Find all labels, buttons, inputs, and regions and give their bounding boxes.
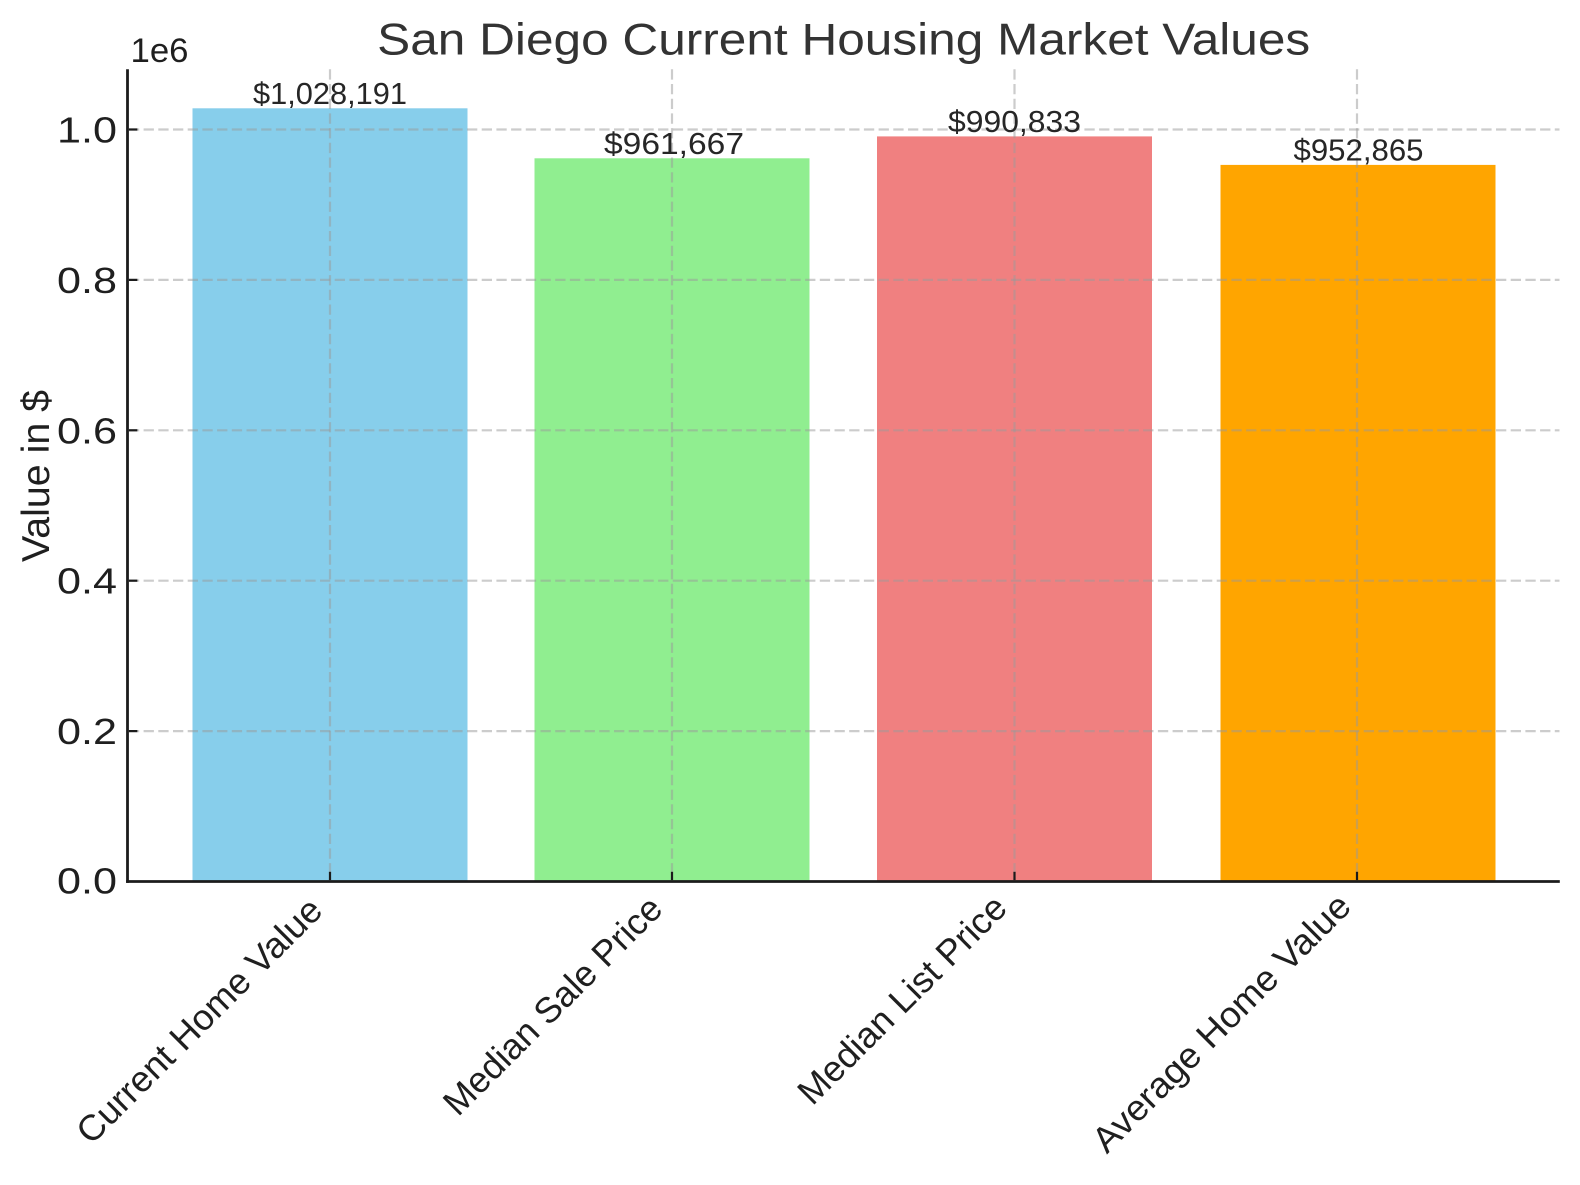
svg-text:Value in $: Value in $ xyxy=(15,390,58,562)
svg-text:1.0: 1.0 xyxy=(57,110,117,151)
svg-text:0.6: 0.6 xyxy=(57,410,117,451)
svg-text:1e6: 1e6 xyxy=(131,32,189,70)
svg-text:San Diego Current Housing Mark: San Diego Current Housing Market Values xyxy=(377,15,1310,64)
svg-text:$990,833: $990,833 xyxy=(948,105,1081,139)
svg-text:0.2: 0.2 xyxy=(57,711,117,752)
svg-text:$952,865: $952,865 xyxy=(1294,133,1424,167)
svg-text:0.8: 0.8 xyxy=(57,260,117,301)
svg-text:$1,028,191: $1,028,191 xyxy=(253,77,407,111)
svg-text:$961,667: $961,667 xyxy=(604,127,744,161)
svg-text:0.0: 0.0 xyxy=(57,861,117,902)
svg-text:0.4: 0.4 xyxy=(57,561,117,602)
